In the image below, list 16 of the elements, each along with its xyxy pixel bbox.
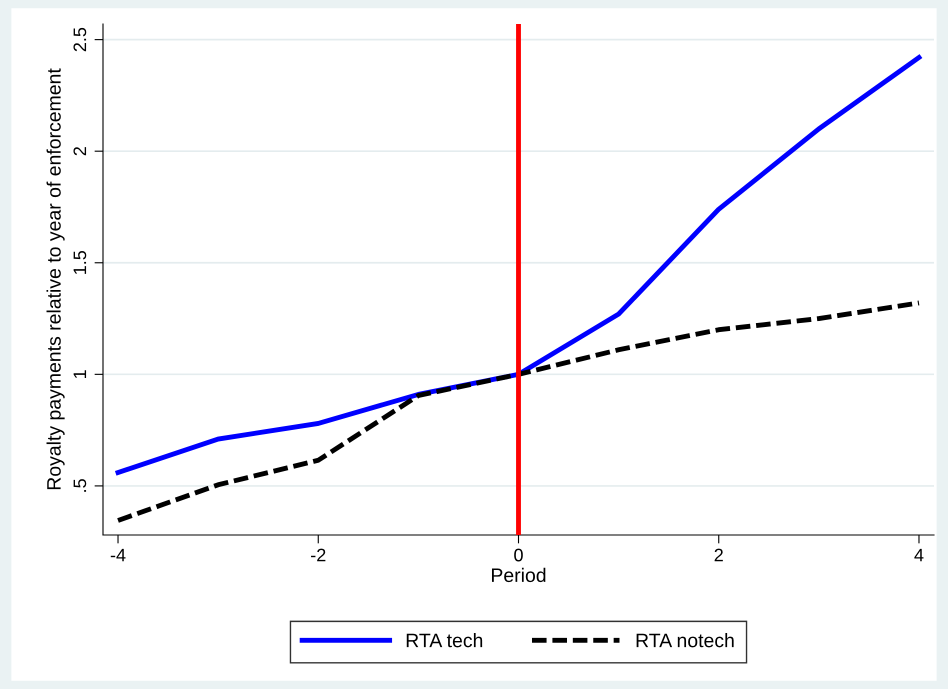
y-tick-label: .5 [74, 479, 86, 492]
legend-label: RTA tech [406, 633, 482, 648]
y-tick-label: 1 [74, 370, 86, 378]
y-tick-label: 2 [73, 147, 86, 156]
y-axis-title: Royalty payments relative to year of enforcement [46, 68, 65, 490]
x-tick-label: 2 [714, 548, 723, 562]
x-axis-title: Period [492, 568, 546, 582]
legend-label: RTA notech [636, 633, 734, 648]
y-tick-label: 1.5 [74, 250, 86, 274]
x-tick-label: -2 [311, 548, 326, 562]
line-series [116, 300, 922, 523]
y-tick-label: 2.5 [73, 28, 86, 52]
x-tick-label: 0 [514, 548, 523, 562]
x-tick-label: -4 [110, 548, 126, 562]
line-series [116, 55, 922, 475]
x-tick-label: 4 [914, 548, 924, 562]
